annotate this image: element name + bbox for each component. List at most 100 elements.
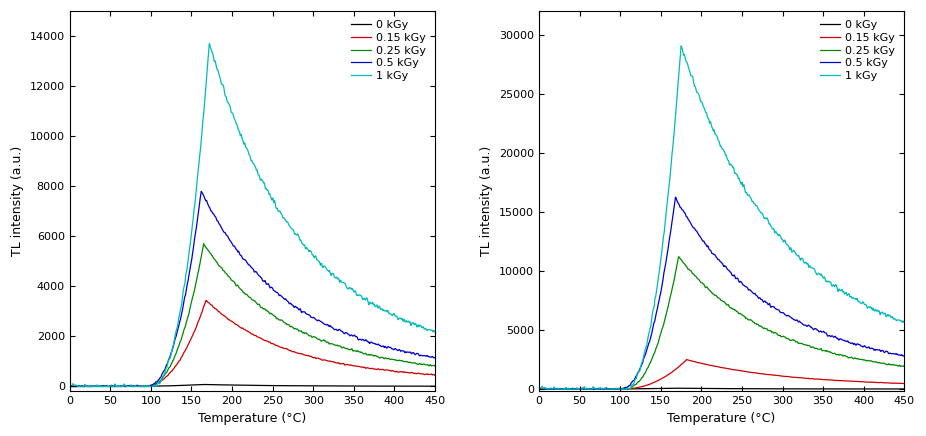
0.5 kGy xyxy=(314,318,325,323)
0.5 kGy xyxy=(783,313,795,318)
Y-axis label: TL intensity (a.u.): TL intensity (a.u.) xyxy=(11,146,24,256)
1 kGy xyxy=(611,386,622,392)
0 kGy xyxy=(85,384,96,389)
Line: 0.25 kGy: 0.25 kGy xyxy=(539,257,905,389)
0.5 kGy xyxy=(195,189,206,194)
0 kGy xyxy=(684,386,695,391)
0 kGy xyxy=(668,385,679,391)
0.25 kGy xyxy=(611,386,622,392)
0.5 kGy xyxy=(611,386,622,392)
0.5 kGy xyxy=(213,221,224,226)
Line: 0.15 kGy: 0.15 kGy xyxy=(539,360,905,389)
1 kGy xyxy=(204,41,215,46)
0.25 kGy xyxy=(215,265,226,270)
1 kGy xyxy=(684,70,695,75)
1 kGy xyxy=(314,259,325,264)
0.25 kGy xyxy=(430,364,441,369)
0.25 kGy xyxy=(142,384,153,389)
1 kGy xyxy=(899,320,910,325)
0.15 kGy xyxy=(216,311,227,316)
0 kGy xyxy=(430,384,441,389)
0.15 kGy xyxy=(682,358,694,363)
1 kGy xyxy=(555,386,566,392)
0.5 kGy xyxy=(430,355,441,360)
1 kGy xyxy=(533,386,544,392)
1 kGy xyxy=(682,64,694,69)
0.5 kGy xyxy=(899,353,910,358)
0.15 kGy xyxy=(670,367,682,372)
0.15 kGy xyxy=(533,386,544,392)
0 kGy xyxy=(314,383,325,388)
0.25 kGy xyxy=(198,241,209,246)
0.25 kGy xyxy=(555,386,566,392)
0.15 kGy xyxy=(201,298,212,303)
0 kGy xyxy=(670,385,682,391)
0.15 kGy xyxy=(85,384,96,389)
0.5 kGy xyxy=(670,194,682,200)
Line: 1 kGy: 1 kGy xyxy=(69,44,435,386)
0 kGy xyxy=(534,386,545,392)
1 kGy xyxy=(783,243,795,249)
0.5 kGy xyxy=(142,383,153,388)
0.25 kGy xyxy=(213,263,224,269)
0 kGy xyxy=(533,386,544,392)
0.15 kGy xyxy=(430,373,441,378)
Line: 0 kGy: 0 kGy xyxy=(539,388,905,389)
0.5 kGy xyxy=(682,217,694,222)
0.25 kGy xyxy=(682,267,694,272)
0.5 kGy xyxy=(555,386,566,392)
0.25 kGy xyxy=(64,384,75,389)
0.15 kGy xyxy=(899,381,910,386)
0.15 kGy xyxy=(783,374,795,379)
0.5 kGy xyxy=(201,198,212,203)
Legend: 0 kGy, 0.15 kGy, 0.25 kGy, 0.5 kGy, 1 kGy: 0 kGy, 0.15 kGy, 0.25 kGy, 0.5 kGy, 1 kG… xyxy=(817,17,899,85)
Line: 0.5 kGy: 0.5 kGy xyxy=(539,197,905,389)
0 kGy xyxy=(783,386,795,392)
1 kGy xyxy=(430,330,441,335)
0.25 kGy xyxy=(899,364,910,369)
0.15 kGy xyxy=(611,386,622,392)
Line: 0.25 kGy: 0.25 kGy xyxy=(69,244,435,386)
0.5 kGy xyxy=(684,220,695,225)
1 kGy xyxy=(670,112,682,117)
0 kGy xyxy=(198,382,209,387)
0.25 kGy xyxy=(783,336,795,341)
0.5 kGy xyxy=(670,195,682,200)
0.15 kGy xyxy=(201,299,212,304)
0 kGy xyxy=(64,384,75,389)
0 kGy xyxy=(555,386,566,392)
1 kGy xyxy=(142,384,153,389)
0 kGy xyxy=(201,382,212,387)
0 kGy xyxy=(143,384,154,389)
0.15 kGy xyxy=(682,357,693,362)
Line: 0.15 kGy: 0.15 kGy xyxy=(69,300,435,386)
0.15 kGy xyxy=(314,356,325,361)
1 kGy xyxy=(213,72,224,77)
0.25 kGy xyxy=(670,269,682,275)
0.25 kGy xyxy=(673,254,684,259)
0.5 kGy xyxy=(215,224,226,229)
0.25 kGy xyxy=(201,245,212,251)
0.5 kGy xyxy=(85,384,96,389)
0.15 kGy xyxy=(533,386,544,392)
0 kGy xyxy=(899,386,910,392)
Line: 1 kGy: 1 kGy xyxy=(539,46,905,389)
0.15 kGy xyxy=(555,386,566,392)
0.15 kGy xyxy=(64,384,75,389)
0.25 kGy xyxy=(314,337,325,342)
0.5 kGy xyxy=(533,386,544,392)
0 kGy xyxy=(682,386,694,391)
0.15 kGy xyxy=(143,384,154,389)
1 kGy xyxy=(64,384,75,389)
0.15 kGy xyxy=(214,309,225,314)
X-axis label: Temperature (°C): Temperature (°C) xyxy=(198,412,307,425)
0.15 kGy xyxy=(684,358,695,363)
0 kGy xyxy=(65,384,76,389)
0.25 kGy xyxy=(85,384,96,389)
0.25 kGy xyxy=(684,268,695,273)
0 kGy xyxy=(611,386,622,392)
1 kGy xyxy=(201,78,212,84)
X-axis label: Temperature (°C): Temperature (°C) xyxy=(668,412,776,425)
Line: 0 kGy: 0 kGy xyxy=(69,385,435,386)
0 kGy xyxy=(214,382,225,388)
